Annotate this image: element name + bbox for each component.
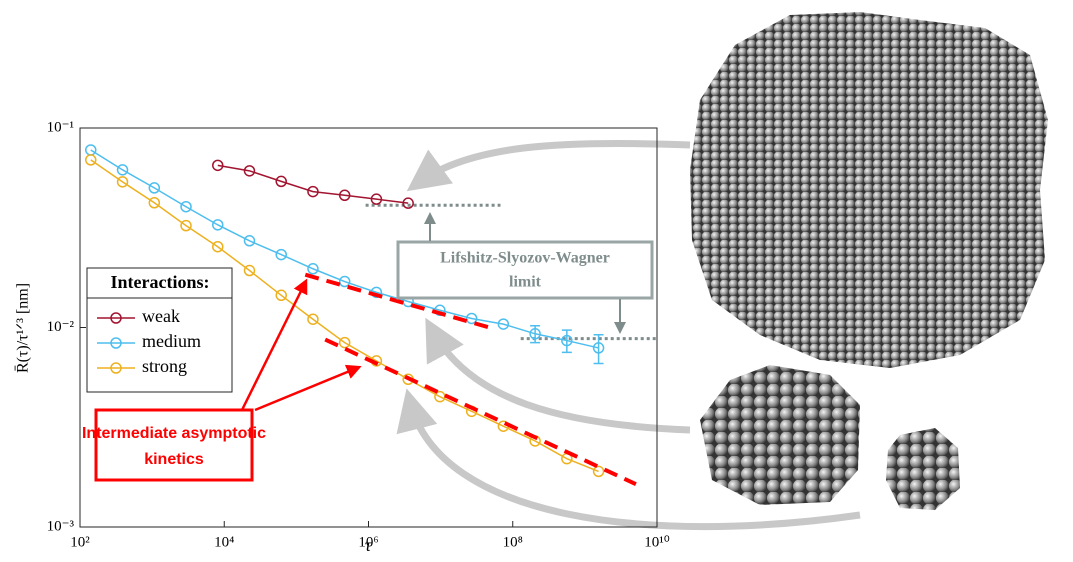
cube-cluster [700, 365, 860, 505]
y-tick-label: 10⁻² [47, 319, 75, 335]
x-axis-label: τ [365, 535, 372, 555]
pointer-arrow [425, 317, 691, 434]
legend-label: medium [142, 331, 201, 351]
pointer-arrow [396, 388, 861, 531]
error-bar [593, 333, 604, 365]
asymptotic-box [94, 408, 254, 482]
y-tick-label: 10⁻¹ [47, 119, 74, 135]
data-point [180, 200, 192, 213]
x-tick-label: 10⁶ [358, 534, 378, 550]
legend-marker [110, 362, 122, 374]
data-point [465, 312, 478, 325]
error-bar [561, 329, 572, 354]
data-point [529, 328, 541, 340]
large-cluster [690, 12, 1048, 368]
y-axis-label: R̄(τ)/τ¹ᐟ³ [nm] [15, 283, 32, 373]
data-point [307, 313, 319, 325]
data-point [497, 318, 510, 330]
lsw-box [396, 240, 654, 300]
data-point [307, 185, 319, 198]
data-point [85, 154, 97, 166]
data-point [275, 175, 287, 188]
legend: weak medium strong [97, 306, 201, 376]
data-point [338, 336, 351, 349]
legend-box [86, 267, 233, 393]
data-point [148, 197, 161, 209]
x-tick-label: 10⁴ [214, 534, 234, 550]
lsw-text: limit [509, 274, 542, 291]
x-tick-label: 10² [70, 534, 90, 550]
x-tick-label: 10¹⁰ [644, 534, 670, 550]
plot: 10² 10⁴ 10⁶ 10⁸ 10¹⁰ 10⁻³ 10⁻² 10⁻¹ [47, 119, 670, 550]
data-point [243, 165, 256, 177]
asymptotic-arrow [240, 278, 308, 411]
data-point [275, 248, 287, 261]
legend-marker [110, 337, 122, 349]
data-point [212, 240, 224, 253]
legend-title: Interactions: [111, 272, 210, 292]
data-point [370, 193, 383, 205]
legend-label: strong [142, 356, 187, 376]
lsw-text: Lifshitz-Slyozov-Wagner [440, 250, 610, 267]
data-point [116, 176, 129, 188]
asymptote [324, 337, 637, 486]
data-point [212, 219, 224, 231]
data-point [275, 289, 287, 302]
series-line [217, 164, 409, 204]
data-point [592, 342, 605, 354]
asymptotic-text: Intermediate asymptotic [82, 425, 266, 442]
series-line [90, 159, 599, 473]
data-point [307, 263, 319, 275]
data-point [592, 465, 605, 478]
data-point [148, 182, 161, 194]
data-point [180, 219, 192, 232]
asymptotic-text: kinetics [144, 451, 204, 468]
data-point [402, 197, 414, 209]
asymptotic-arrow [254, 364, 362, 412]
data-point [561, 334, 573, 347]
pointer-arrow [406, 139, 691, 192]
data-point [243, 235, 256, 247]
series-line [90, 149, 599, 349]
small-cluster [886, 428, 960, 510]
legend-label: weak [142, 306, 180, 326]
asymptote [304, 272, 496, 332]
data-point [116, 164, 129, 176]
data-point [212, 159, 224, 172]
y-tick-label: 10⁻³ [47, 518, 75, 534]
data-point [243, 264, 256, 277]
data-point [338, 275, 351, 288]
x-tick-label: 10⁸ [503, 534, 523, 550]
data-point [338, 189, 351, 202]
legend-marker [110, 312, 122, 324]
